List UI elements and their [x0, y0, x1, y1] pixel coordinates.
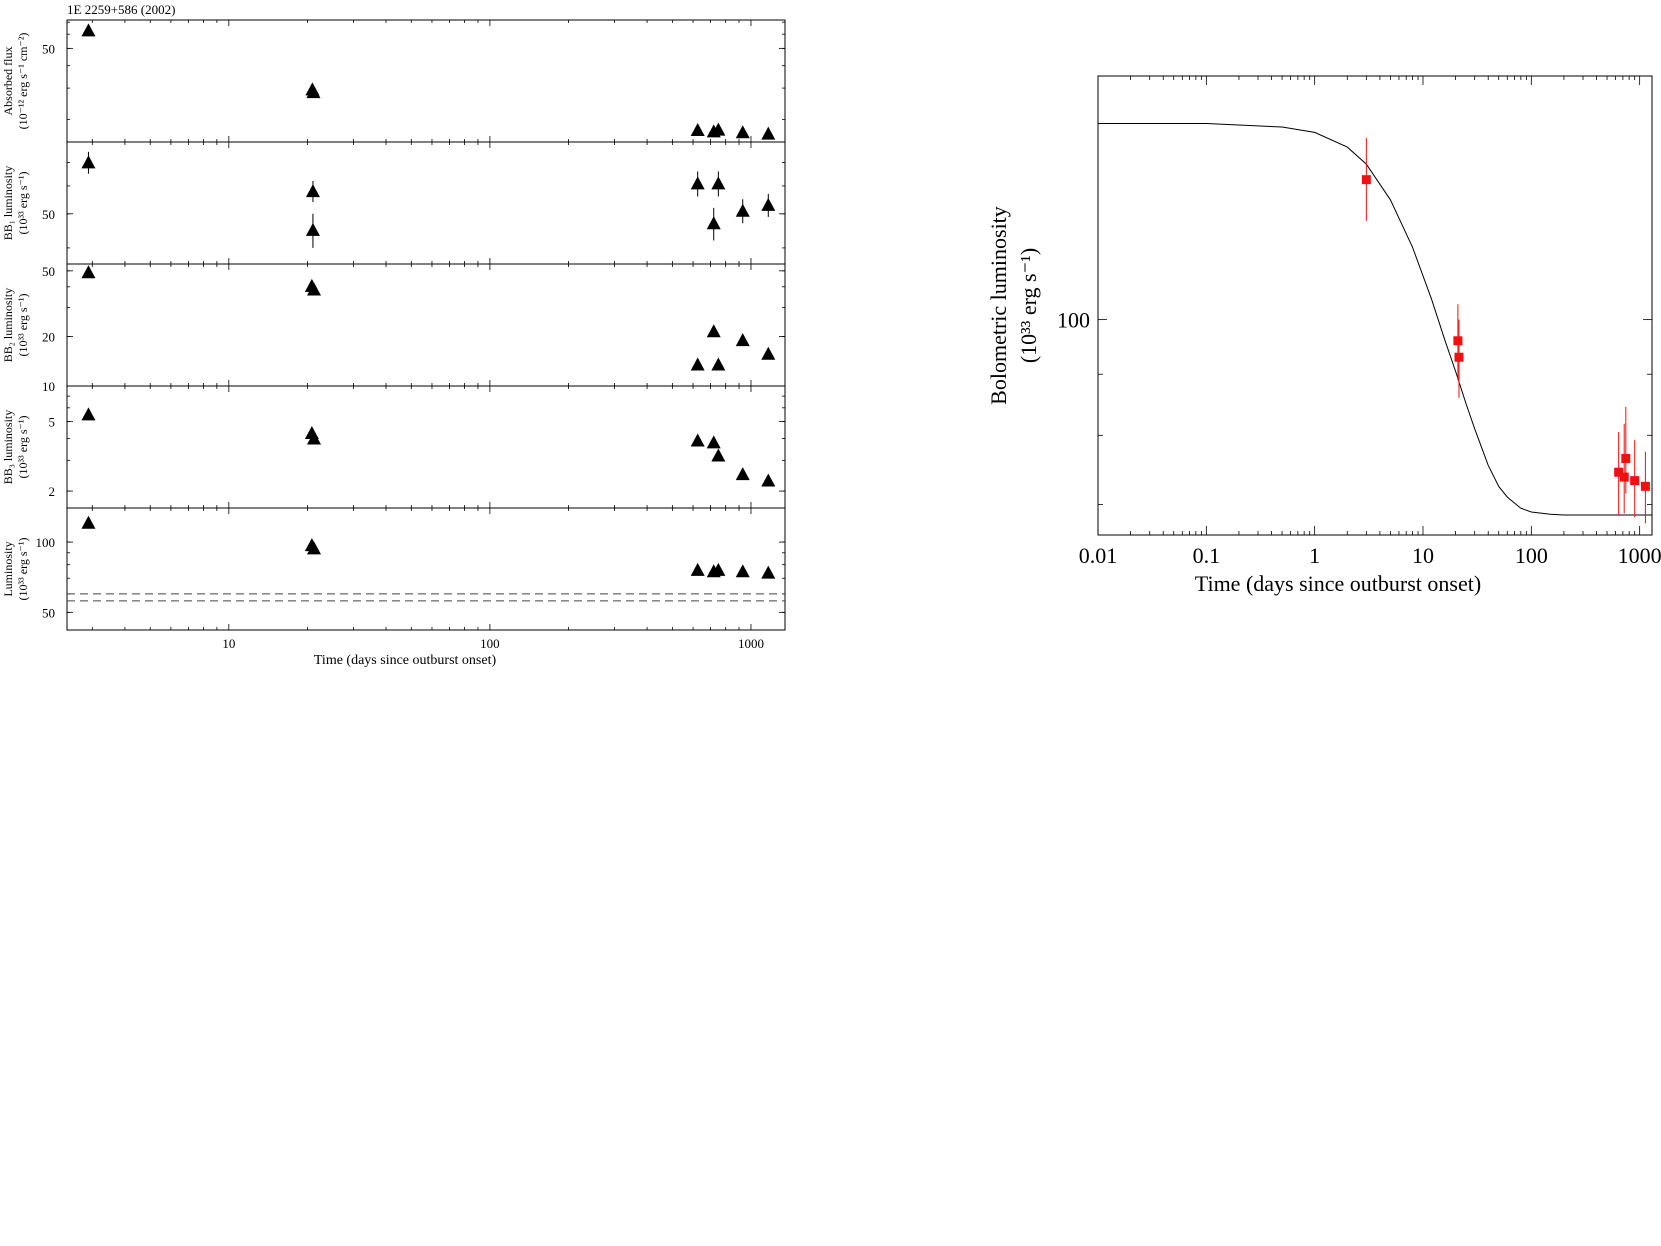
- panel-2: 50 BB₁ luminosity (10³³ erg s⁻¹): [1, 141, 786, 265]
- y-axis-label: BB₃ luminosity: [1, 410, 15, 485]
- data-point-triangle: [761, 197, 776, 211]
- data-point-triangle: [761, 473, 776, 487]
- y-axis-label: (10⁻¹² erg s⁻¹ cm⁻²): [16, 33, 30, 130]
- panel-frame: [66, 385, 786, 509]
- data-point-triangle: [711, 448, 726, 462]
- y-tick-label: 50: [42, 207, 55, 222]
- y-axis-label: (10³³ erg s⁻¹): [16, 538, 30, 601]
- y-tick-label: 50: [42, 605, 55, 620]
- data-point-square: [1361, 175, 1371, 185]
- data-point-square: [1621, 453, 1631, 463]
- x-axis-label: Time (days since outburst onset): [1195, 571, 1481, 596]
- data-point-triangle: [305, 222, 320, 236]
- data-point-triangle: [305, 184, 320, 198]
- panel-5: 100 50 Luminosity (10³³ erg s⁻¹): [1, 507, 786, 631]
- y-axis-label: Bolometric luminosity: [986, 206, 1011, 405]
- data-point-triangle: [690, 123, 705, 137]
- data-point-triangle: [307, 541, 322, 555]
- data-point-triangle: [735, 125, 750, 139]
- data-point-triangle: [690, 357, 705, 371]
- y-tick-label: 2: [49, 484, 56, 499]
- y-tick-label: 5: [49, 415, 56, 430]
- y-axis-label: BB₁ luminosity: [1, 166, 15, 241]
- data-point-triangle: [306, 85, 321, 99]
- y-tick-label: 100: [36, 535, 56, 550]
- y-tick-label: 10: [42, 379, 55, 394]
- x-tick-label: 100: [480, 636, 500, 651]
- data-point-triangle: [735, 564, 750, 578]
- data-point-triangle: [307, 282, 322, 296]
- panel-1: 50 Absorbed flux (10⁻¹² erg s⁻¹ cm⁻²): [1, 19, 786, 143]
- data-point-triangle: [690, 562, 705, 576]
- y-axis-label: BB₂ luminosity: [1, 288, 15, 363]
- data-point-square: [1614, 467, 1624, 477]
- data-point-square: [1619, 472, 1629, 482]
- data-point-square: [1453, 336, 1463, 346]
- data-point-square: [1454, 352, 1464, 362]
- data-point-triangle: [711, 357, 726, 371]
- x-tick-label: 0.1: [1193, 543, 1221, 568]
- data-point-triangle: [735, 467, 750, 481]
- y-axis-label: (10³³ erg s⁻¹): [16, 294, 30, 357]
- y-tick-label: 50: [42, 264, 55, 279]
- data-point-triangle: [761, 346, 776, 360]
- x-tick-label: 10: [1412, 543, 1434, 568]
- data-point-triangle: [735, 333, 750, 347]
- y-axis-label: (10³³ erg s⁻¹): [16, 416, 30, 479]
- x-tick-label: 100: [1515, 543, 1548, 568]
- y-tick-label: 50: [42, 41, 55, 56]
- panel-3: 50 20 10 BB₂ luminosity (10³³ erg s⁻¹): [1, 263, 786, 394]
- data-point-triangle: [711, 562, 726, 576]
- data-point-triangle: [761, 565, 776, 579]
- chart-title: 1E 2259+586 (2002): [67, 2, 175, 17]
- y-tick-label: 20: [42, 329, 55, 344]
- panel-frame: [66, 19, 786, 143]
- data-point-triangle: [690, 433, 705, 447]
- data-point-triangle: [711, 122, 726, 136]
- x-axis-label: Time (days since outburst onset): [314, 653, 497, 668]
- right-chart: Time (days since outburst onset) 0.01 0.1…: [986, 75, 1661, 596]
- data-point-triangle: [761, 126, 776, 140]
- data-point-triangle: [706, 216, 721, 230]
- y-axis-label: (10³³ erg s⁻¹): [1016, 248, 1041, 363]
- data-point-triangle: [81, 265, 96, 279]
- y-axis-label: Luminosity: [1, 541, 15, 596]
- plot-frame: [1097, 75, 1653, 536]
- data-point-triangle: [735, 203, 750, 217]
- y-tick-label: 100: [1057, 308, 1090, 333]
- x-tick-label: 1: [1309, 543, 1320, 568]
- data-point-square: [1640, 481, 1650, 491]
- panel-4: 5 2 BB₃ luminosity (10³³ erg s⁻¹): [1, 385, 786, 509]
- y-axis-label: (10³³ erg s⁻¹): [16, 172, 30, 235]
- data-point-triangle: [706, 324, 721, 338]
- x-tick-label: 1000: [1618, 543, 1661, 568]
- data-point-triangle: [81, 407, 96, 421]
- data-point-triangle: [81, 515, 96, 529]
- x-tick-label: 1000: [738, 636, 764, 651]
- panel-frame: [66, 507, 786, 631]
- x-tick-label: 0.01: [1079, 543, 1118, 568]
- data-point-triangle: [706, 435, 721, 449]
- data-point-triangle: [81, 155, 96, 169]
- data-point-square: [1630, 476, 1640, 486]
- y-axis-label: Absorbed flux: [1, 47, 15, 116]
- model-curve: [1098, 123, 1652, 516]
- data-point-triangle: [711, 176, 726, 190]
- x-tick-label: 10: [222, 636, 235, 651]
- panel-frame: [66, 141, 786, 265]
- left-chart-stack: 1E 2259+586 (2002) Time (days since outb…: [1, 2, 786, 668]
- data-point-triangle: [690, 176, 705, 190]
- panel-frame: [66, 263, 786, 387]
- data-point-triangle: [81, 23, 96, 37]
- data-point-triangle: [307, 431, 322, 445]
